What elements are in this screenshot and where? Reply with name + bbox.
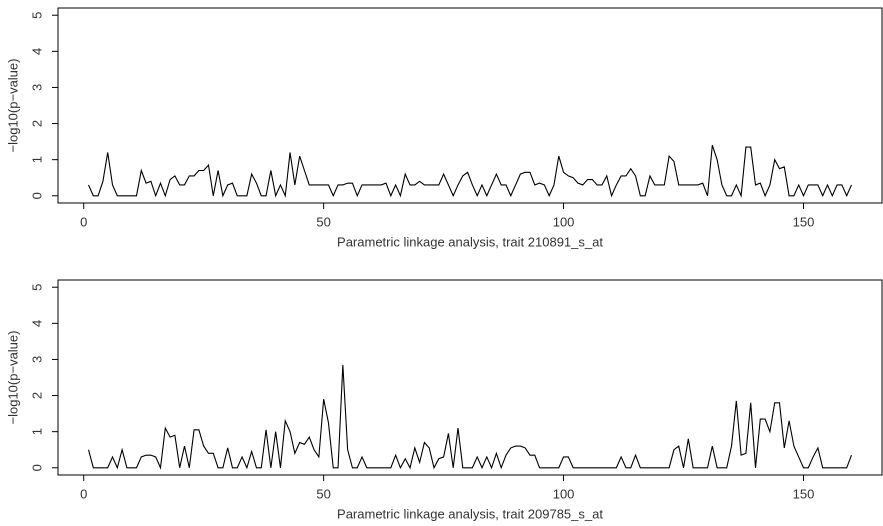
plot-frame	[57, 7, 883, 204]
x-tick-label: 150	[793, 486, 815, 501]
y-tick-label: 0	[29, 192, 44, 199]
y-tick-label: 0	[29, 464, 44, 471]
x-tick-label: 100	[553, 486, 575, 501]
y-tick-label: 5	[29, 284, 44, 291]
data-line	[88, 145, 852, 198]
x-axis-label: Parametric linkage analysis, trait 20978…	[337, 506, 603, 521]
y-tick-label: 1	[29, 428, 44, 435]
x-tick-label: 0	[80, 214, 87, 229]
y-tick-label: 3	[29, 84, 44, 91]
y-tick-label: 5	[29, 12, 44, 19]
data-line	[87, 364, 852, 470]
y-tick-label: 1	[29, 156, 44, 163]
y-tick-label: 2	[29, 392, 44, 399]
x-axis-label: Parametric linkage analysis, trait 21089…	[337, 234, 603, 249]
y-axis-label: −log10(p−value)	[5, 59, 20, 153]
x-tick-label: 100	[553, 214, 575, 229]
x-tick-label: 150	[793, 214, 815, 229]
y-tick-label: 3	[29, 356, 44, 363]
x-tick-label: 50	[316, 486, 330, 501]
y-tick-label: 4	[29, 48, 44, 55]
x-tick-label: 50	[316, 214, 330, 229]
x-tick-label: 0	[80, 486, 87, 501]
y-tick-label: 4	[29, 320, 44, 327]
plot-frame	[57, 279, 883, 476]
y-tick-label: 2	[29, 120, 44, 127]
y-axis-label: −log10(p−value)	[5, 331, 20, 425]
